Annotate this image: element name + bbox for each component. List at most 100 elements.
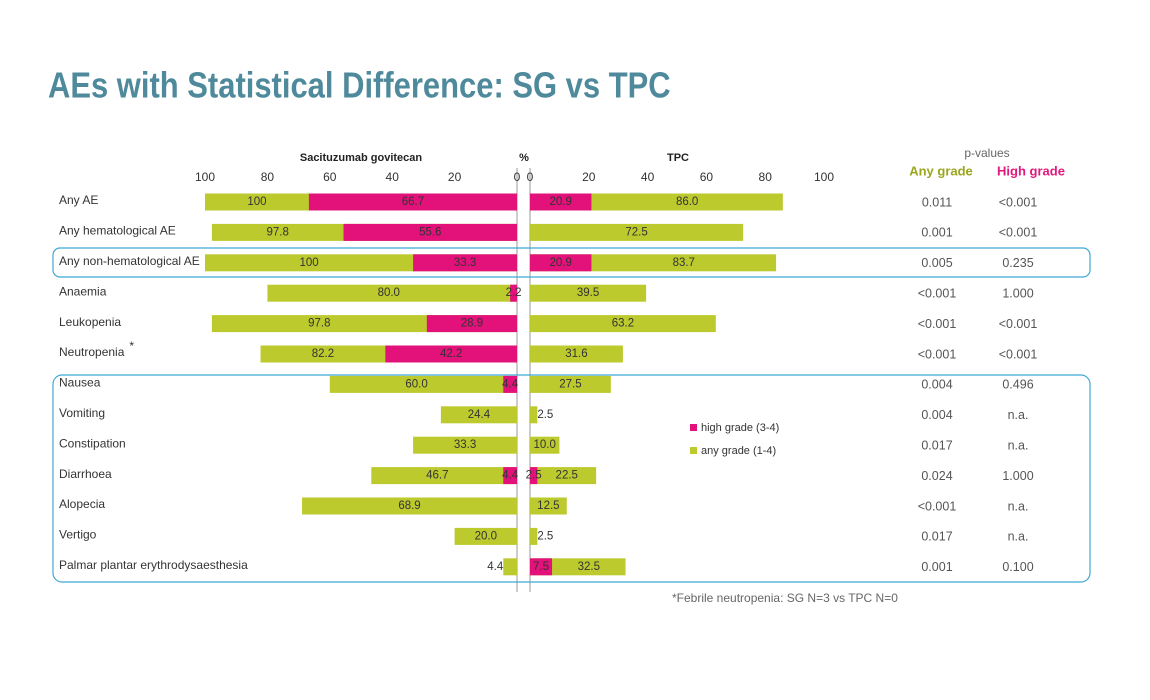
any-grade-bar bbox=[530, 223, 744, 241]
x-tick-label: 40 bbox=[386, 170, 400, 184]
value-label: 31.6 bbox=[565, 348, 587, 360]
category-label: Anaemia bbox=[59, 284, 107, 298]
pvalue: n.a. bbox=[1008, 408, 1029, 422]
high-grade-bar bbox=[530, 467, 538, 485]
pvalue: <0.001 bbox=[918, 347, 957, 361]
value-label: 10.0 bbox=[534, 439, 556, 451]
pvalue: 0.005 bbox=[921, 256, 952, 270]
any-grade-bar bbox=[302, 497, 517, 515]
value-label: 24.4 bbox=[468, 409, 491, 421]
any-grade-bar bbox=[530, 497, 567, 515]
right-panel-title: TPC bbox=[667, 152, 689, 164]
footnote: *Febrile neutropenia: SG N=3 vs TPC N=0 bbox=[672, 591, 898, 605]
value-label: 68.9 bbox=[398, 500, 420, 512]
pvalue-header: Any grade bbox=[909, 163, 973, 178]
pvalue: <0.001 bbox=[918, 317, 957, 331]
any-grade-bar bbox=[267, 284, 517, 302]
category-label: Alopecia bbox=[59, 497, 105, 511]
left-panel-title: Sacituzumab govitecan bbox=[300, 152, 423, 164]
value-label: 12.5 bbox=[537, 500, 559, 512]
value-label: 27.5 bbox=[559, 378, 581, 390]
value-label: 97.8 bbox=[308, 318, 330, 330]
value-label: 83.7 bbox=[673, 257, 695, 269]
any-grade-bar bbox=[530, 254, 777, 272]
pvalue: 0.001 bbox=[921, 560, 952, 574]
value-label: 22.5 bbox=[556, 470, 578, 482]
high-grade-bar bbox=[530, 558, 553, 576]
any-grade-bar bbox=[530, 527, 538, 545]
high-grade-bar bbox=[426, 315, 517, 333]
any-grade-bar bbox=[530, 315, 716, 333]
any-grade-bar bbox=[530, 193, 783, 211]
x-tick-label: 60 bbox=[700, 170, 714, 184]
high-grade-bar bbox=[510, 284, 517, 302]
x-tick-label: 80 bbox=[759, 170, 773, 184]
any-grade-bar bbox=[530, 406, 538, 424]
pvalue: 1.000 bbox=[1002, 469, 1033, 483]
pvalue: 0.001 bbox=[921, 226, 952, 240]
category-label: Diarrhoea bbox=[59, 467, 112, 481]
value-label: 2.5 bbox=[537, 409, 553, 421]
pvalue: 0.496 bbox=[1002, 378, 1033, 392]
category-label: Any non-hematological AE bbox=[59, 254, 200, 268]
category-label: Any AE bbox=[59, 193, 98, 207]
high-grade-bar bbox=[308, 193, 517, 211]
legend-label: high grade (3-4) bbox=[701, 422, 779, 434]
x-tick-label: 60 bbox=[323, 170, 337, 184]
category-label: Vertigo bbox=[59, 528, 97, 542]
any-grade-bar bbox=[530, 284, 647, 302]
pvalue: <0.001 bbox=[918, 286, 957, 300]
any-grade-bar bbox=[530, 558, 626, 576]
pvalue: <0.001 bbox=[999, 347, 1038, 361]
pvalue: 0.024 bbox=[921, 469, 952, 483]
value-label: 28.9 bbox=[461, 318, 483, 330]
pvalue: 0.017 bbox=[921, 438, 952, 452]
footnote-marker: * bbox=[129, 339, 134, 353]
pvalue: 0.100 bbox=[1002, 560, 1033, 574]
highlight-box bbox=[52, 247, 1091, 278]
x-tick-label: 40 bbox=[641, 170, 655, 184]
category-label: Any hematological AE bbox=[59, 224, 176, 238]
any-grade-bar bbox=[371, 467, 517, 485]
pvalue: 0.011 bbox=[922, 195, 952, 209]
pvalues-title: p-values bbox=[964, 146, 1009, 160]
pvalue: 0.004 bbox=[921, 408, 952, 422]
pvalue: n.a. bbox=[1008, 530, 1029, 544]
chart-title: AEs with Statistical Difference: SG vs T… bbox=[48, 66, 671, 106]
pvalue: 1.000 bbox=[1002, 286, 1033, 300]
x-tick-label: 80 bbox=[261, 170, 275, 184]
value-label: 7.5 bbox=[533, 561, 549, 573]
value-label: 80.0 bbox=[378, 287, 400, 299]
pvalue-header: High grade bbox=[997, 163, 1065, 178]
pvalue: 0.004 bbox=[921, 378, 952, 392]
category-label: Palmar plantar erythrodysaesthesia bbox=[59, 558, 248, 572]
x-tick-label: 100 bbox=[814, 170, 834, 184]
high-grade-bar bbox=[343, 223, 517, 241]
legend-swatch bbox=[690, 447, 697, 454]
value-label: 100 bbox=[247, 196, 266, 208]
value-label: 20.9 bbox=[550, 257, 572, 269]
category-label: Leukopenia bbox=[59, 315, 121, 329]
high-grade-bar bbox=[530, 193, 592, 211]
value-label: 42.2 bbox=[440, 348, 462, 360]
high-grade-bar bbox=[503, 467, 517, 485]
any-grade-bar bbox=[530, 436, 560, 454]
value-label: 82.2 bbox=[312, 348, 334, 360]
pvalue: <0.001 bbox=[999, 195, 1038, 209]
value-label: 33.3 bbox=[454, 257, 476, 269]
value-label: 33.3 bbox=[454, 439, 476, 451]
value-label: 4.4 bbox=[502, 470, 519, 482]
value-label: 20.0 bbox=[475, 530, 497, 542]
high-grade-bar bbox=[503, 375, 517, 393]
value-label: 66.7 bbox=[402, 196, 424, 208]
any-grade-bar bbox=[530, 375, 611, 393]
category-label: Nausea bbox=[59, 376, 101, 390]
high-grade-bar bbox=[385, 345, 517, 363]
value-label: 100 bbox=[299, 257, 318, 269]
axis-unit: % bbox=[519, 152, 529, 164]
value-label: 2.5 bbox=[537, 530, 553, 542]
category-label: Constipation bbox=[59, 436, 126, 450]
highlight-box bbox=[52, 374, 1091, 583]
any-grade-bar bbox=[503, 558, 517, 576]
